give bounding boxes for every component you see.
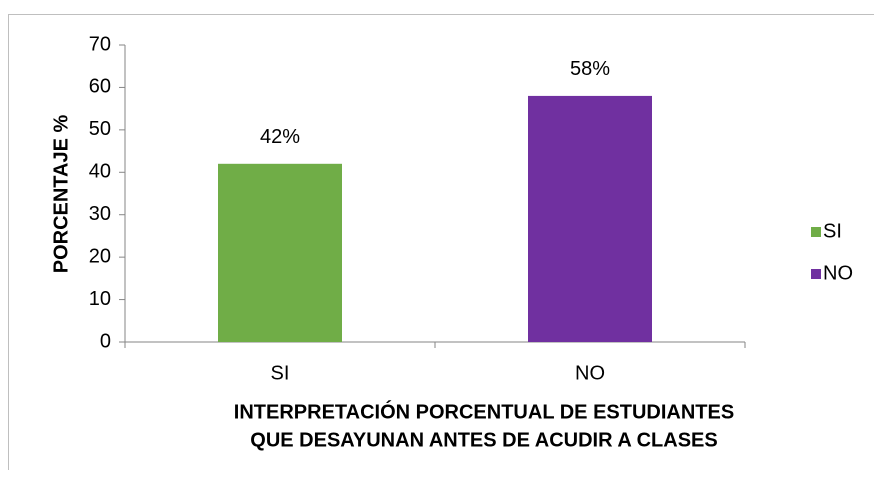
y-tick-label: 10 — [89, 288, 111, 310]
y-tick-label: 20 — [89, 245, 111, 267]
value-label: 42% — [260, 126, 300, 148]
y-tick-label: 40 — [89, 161, 111, 183]
value-label: 58% — [570, 58, 610, 80]
x-tick-label: SI — [271, 362, 290, 384]
bar — [218, 163, 342, 342]
y-tick-label: 0 — [100, 330, 111, 352]
x-axis-label: INTERPRETACIÓN PORCENTUAL DE ESTUDIANTES — [234, 399, 734, 423]
y-tick-label: 60 — [89, 76, 111, 98]
y-tick-label: 70 — [89, 33, 111, 55]
legend-label: NO — [823, 262, 853, 284]
chart-border — [8, 14, 874, 470]
y-axis-label: PORCENTAJE % — [50, 115, 72, 274]
x-axis-label: QUE DESAYUNAN ANTES DE ACUDIR A CLASES — [250, 429, 717, 451]
legend-swatch — [811, 269, 821, 279]
legend-label: SI — [823, 220, 842, 242]
y-tick-label: 30 — [89, 203, 111, 225]
bar — [528, 95, 652, 343]
legend-swatch — [811, 227, 821, 237]
x-tick-label: NO — [575, 362, 605, 384]
y-tick-label: 50 — [89, 118, 111, 140]
